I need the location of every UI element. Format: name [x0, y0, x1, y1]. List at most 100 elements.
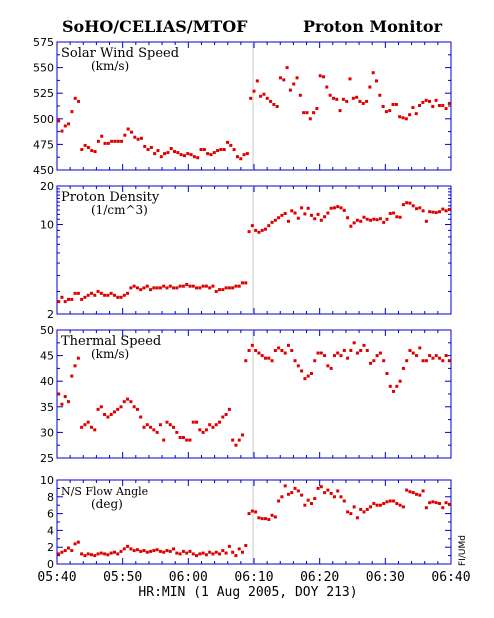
data-point — [421, 209, 425, 213]
data-point — [191, 284, 195, 288]
data-point — [208, 423, 212, 427]
data-point — [369, 218, 373, 222]
data-point — [211, 552, 215, 556]
data-point — [257, 230, 261, 234]
data-point — [273, 348, 277, 352]
data-point — [365, 348, 369, 352]
data-point — [201, 430, 205, 434]
data-point — [375, 503, 379, 507]
data-point — [122, 547, 126, 551]
panel-4: 0 2 4 6 8 10 N/S Flow Angle(deg) — [40, 474, 452, 571]
data-point — [83, 554, 87, 558]
data-point — [103, 552, 107, 556]
data-point — [103, 141, 107, 145]
data-point — [395, 215, 399, 219]
data-point — [80, 148, 84, 152]
data-point — [437, 103, 441, 107]
data-point — [163, 152, 167, 156]
data-point — [235, 155, 239, 159]
data-point — [369, 361, 373, 365]
data-point — [237, 547, 241, 551]
data-point — [73, 96, 77, 100]
data-point — [411, 106, 415, 110]
data-point — [99, 551, 103, 555]
y-tick-label: 575 — [33, 36, 54, 49]
data-point — [169, 146, 173, 150]
y-tick-label: 20 — [40, 180, 54, 193]
data-point — [204, 284, 208, 288]
data-point — [434, 354, 438, 358]
data-point — [346, 356, 350, 360]
data-point — [116, 295, 120, 299]
data-point — [391, 102, 395, 106]
data-point — [214, 423, 218, 427]
data-point — [392, 211, 396, 215]
y-tick-label: 525 — [33, 87, 54, 100]
data-point — [392, 499, 396, 503]
data-point — [267, 356, 271, 360]
y-tick-label: 35 — [40, 401, 54, 414]
data-point — [346, 216, 350, 220]
y-tick-label: 25 — [40, 452, 54, 465]
y-tick-label: 40 — [40, 375, 54, 388]
data-point — [319, 485, 323, 489]
data-point — [322, 75, 326, 79]
data-point — [378, 217, 382, 221]
data-point — [99, 291, 103, 295]
data-point — [257, 351, 261, 355]
data-point — [447, 359, 451, 363]
data-point — [362, 215, 366, 219]
data-point — [398, 115, 402, 119]
data-point — [361, 101, 365, 105]
data-point — [329, 366, 333, 370]
data-point — [208, 550, 212, 554]
data-point — [86, 293, 90, 297]
data-point — [109, 291, 113, 295]
y-tick-label: 45 — [40, 350, 54, 363]
data-point — [96, 407, 100, 411]
data-point — [106, 141, 110, 145]
data-point — [135, 548, 139, 552]
data-point — [385, 217, 389, 221]
data-point — [112, 410, 116, 414]
data-point — [152, 428, 156, 432]
data-point — [408, 201, 412, 205]
data-point — [388, 211, 392, 215]
data-point — [122, 293, 126, 297]
data-point — [242, 153, 246, 157]
data-point — [257, 516, 261, 520]
data-point — [83, 143, 87, 147]
data-point — [173, 150, 177, 154]
data-point — [110, 139, 114, 143]
data-point — [192, 155, 196, 159]
data-point — [408, 490, 412, 494]
data-point — [303, 503, 307, 507]
data-point — [189, 153, 193, 157]
data-point — [288, 88, 292, 92]
x-tick-label: 05:40 — [37, 570, 76, 585]
data-point — [67, 122, 71, 126]
data-point — [241, 433, 245, 437]
data-point — [93, 554, 97, 558]
data-point — [153, 152, 157, 156]
data-point — [313, 359, 317, 363]
data-point — [359, 507, 363, 511]
data-point — [214, 550, 218, 554]
data-point — [234, 554, 238, 558]
data-point — [319, 351, 323, 355]
data-point — [109, 551, 113, 555]
data-point — [224, 551, 228, 555]
data-point — [292, 82, 296, 86]
data-point — [176, 151, 180, 155]
data-point — [331, 96, 335, 100]
data-point — [309, 502, 313, 506]
data-point — [286, 343, 290, 347]
data-point — [339, 495, 343, 499]
data-point — [306, 206, 310, 210]
data-point — [86, 145, 90, 149]
data-point — [132, 549, 136, 553]
data-point — [178, 284, 182, 288]
data-point — [388, 109, 392, 113]
data-point — [441, 506, 445, 510]
data-point — [277, 346, 281, 350]
